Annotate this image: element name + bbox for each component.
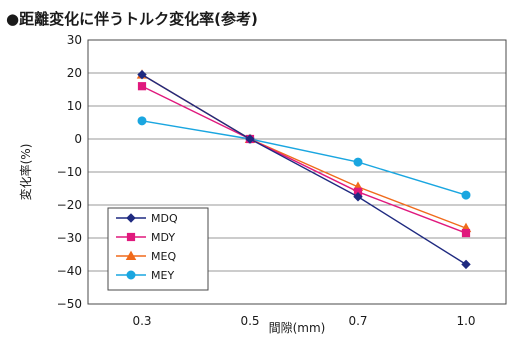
x-tick-label: 0.7 [348, 314, 367, 328]
y-tick-label: −40 [57, 264, 82, 278]
plot-frame [87, 39, 507, 305]
y-tick-label: −30 [57, 231, 82, 245]
data-point [353, 157, 363, 167]
legend-label: MDY [151, 231, 175, 244]
data-point [137, 82, 147, 91]
legend-marker [126, 213, 136, 223]
x-tick-labels: 0.3 0.5 0.7 1.0 [132, 314, 475, 328]
y-tick-label: 20 [67, 66, 82, 80]
y-tick-label: −10 [57, 165, 82, 179]
data-point [245, 134, 255, 144]
legend-marker [126, 270, 136, 280]
legend-entry-mdq: MDQ [116, 212, 178, 225]
data-point [137, 116, 147, 126]
series-mdq [137, 69, 471, 270]
y-tick-label: −50 [57, 297, 82, 311]
series-line [141, 74, 467, 265]
legend-label: MEY [151, 269, 174, 282]
x-tick-label: 0.5 [240, 314, 259, 328]
legend-marker [125, 250, 137, 261]
series-layer [136, 69, 472, 270]
legend-label: MDQ [151, 212, 178, 225]
legend-box [107, 207, 209, 291]
x-tick-label: 1.0 [456, 314, 475, 328]
legend-label: MEQ [151, 250, 176, 263]
y-tick-label: 30 [67, 33, 82, 47]
data-point [137, 69, 147, 80]
y-tick-label: 10 [67, 99, 82, 113]
legend-marker [126, 232, 136, 242]
x-tick-label: 0.3 [132, 314, 151, 328]
y-tick-label: 0 [74, 132, 82, 146]
legend: MDQ MDY MEQ MEY [107, 207, 209, 291]
data-point [461, 190, 471, 200]
series-line [141, 120, 467, 196]
legend-items: MDQ MDY MEQ MEY [116, 212, 178, 282]
data-point [461, 228, 471, 238]
x-axis-label: 間隙(mm) [269, 321, 326, 335]
data-point [353, 192, 363, 202]
series-line [141, 85, 467, 234]
legend-entry-mey: MEY [116, 269, 174, 282]
legend-entry-meq: MEQ [116, 250, 176, 263]
series-mey [137, 116, 471, 200]
y-axis-label: 変化率(%) [18, 144, 33, 201]
y-tick-label: −20 [57, 198, 82, 212]
data-point [461, 259, 471, 270]
legend-entry-mdy: MDY [116, 231, 175, 244]
y-tick-labels: 30 20 10 0 −10 −20 −30 −40 −50 [57, 33, 82, 311]
chart-title: ●距離変化に伴うトルク変化率(参考) [6, 10, 258, 28]
